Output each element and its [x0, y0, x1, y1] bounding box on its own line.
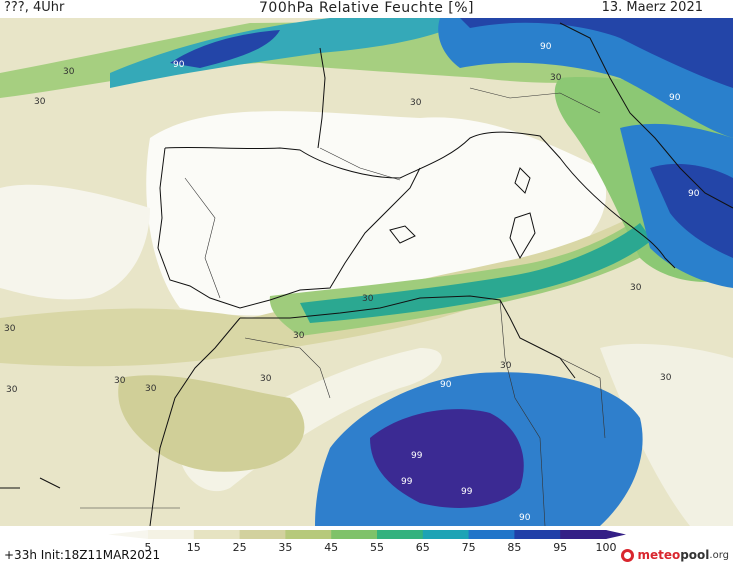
wet-band-med: [300, 223, 652, 323]
logo-rest: pool: [680, 548, 710, 562]
contour-label: 99: [461, 487, 473, 497]
contour-labels: 90 30 30 90 30 30 90 30 30 30 30 30 30 3…: [4, 42, 700, 523]
forecast-init-label: +33h Init:18Z11MAR2021: [4, 548, 161, 562]
contour-label: 99: [401, 477, 413, 487]
contour-label: 99: [411, 451, 423, 461]
humidity-map: 90 30 30 90 30 30 90 30 30 30 30 30 30 3…: [0, 18, 733, 526]
contour-label: 30: [500, 361, 512, 371]
legend-tick-label: 45: [324, 541, 338, 554]
legend-high-cap: [606, 530, 626, 539]
contour-label: 30: [362, 294, 374, 304]
contour-label: 30: [6, 385, 18, 395]
legend-swatch: [514, 530, 561, 539]
logo-tld: .org: [709, 549, 729, 561]
legend-tick-label: 35: [278, 541, 292, 554]
borders: [80, 87, 606, 526]
contour-label: 30: [260, 374, 272, 384]
contour-label: 30: [145, 384, 157, 394]
contour-label: 90: [669, 93, 681, 103]
contour-label: 30: [4, 324, 16, 334]
legend-tick-label: 5: [145, 541, 152, 554]
saturated-area-balkans: [650, 163, 733, 258]
legend-tick-label: 65: [416, 541, 430, 554]
contour-label: 30: [660, 373, 672, 383]
dry-area-atlantic: [0, 184, 150, 300]
contour-label: 90: [540, 42, 552, 52]
legend-tick-label: 75: [462, 541, 476, 554]
saturated-area-alps: [460, 18, 733, 88]
medium-band-south: [0, 208, 680, 367]
logo-brand: meteo: [637, 548, 681, 562]
contour-label: 90: [440, 380, 452, 390]
legend-tick-label: 55: [370, 541, 384, 554]
legend-low-cap: [108, 530, 148, 539]
logo-icon: [621, 548, 635, 562]
legend-swatch: [148, 530, 195, 539]
contour-label: 90: [519, 513, 531, 523]
dry-area-east: [600, 343, 733, 526]
legend-tick-label: 85: [507, 541, 521, 554]
legend-swatch: [468, 530, 515, 539]
legend-ticks: 5 15 25 35 45 55 65 75 85 95 100: [145, 541, 617, 554]
contour-label: 30: [550, 73, 562, 83]
legend-swatch: [239, 530, 286, 539]
legend-tick-label: 25: [233, 541, 247, 554]
legend-colorbar: [108, 530, 626, 539]
contour-label: 30: [410, 98, 422, 108]
legend-swatch: [560, 530, 607, 539]
legend-tick-label: 100: [596, 541, 617, 554]
meteopool-logo[interactable]: meteo pool .org: [621, 548, 729, 562]
map-title: 700hPa Relative Feuchte [%]: [259, 0, 474, 16]
saturated-core-africa: [370, 409, 524, 508]
contour-label: 30: [63, 67, 75, 77]
color-legend: 5 15 25 35 45 55 65 75 85 95 100: [108, 530, 626, 554]
model-run-label: ???, 4Uhr: [4, 0, 65, 15]
medium-area-morocco: [118, 375, 305, 472]
legend-swatch: [193, 530, 241, 539]
legend-swatch: [377, 530, 424, 539]
contour-label: 90: [688, 189, 700, 199]
contour-label: 90: [173, 60, 185, 70]
legend-tick-label: 15: [187, 541, 201, 554]
contour-label: 30: [34, 97, 46, 107]
legend-swatch: [285, 530, 332, 539]
legend-tick-label: 95: [553, 541, 567, 554]
contour-label: 30: [114, 376, 126, 386]
contour-label: 30: [293, 331, 305, 341]
legend-swatch: [331, 530, 378, 539]
valid-date: 13. Maerz 2021: [601, 0, 703, 15]
legend-swatch: [422, 530, 470, 539]
coastlines: [0, 22, 733, 526]
saturated-area-north: [170, 30, 280, 68]
contour-label: 30: [630, 283, 642, 293]
wet-band-north: [110, 18, 470, 88]
